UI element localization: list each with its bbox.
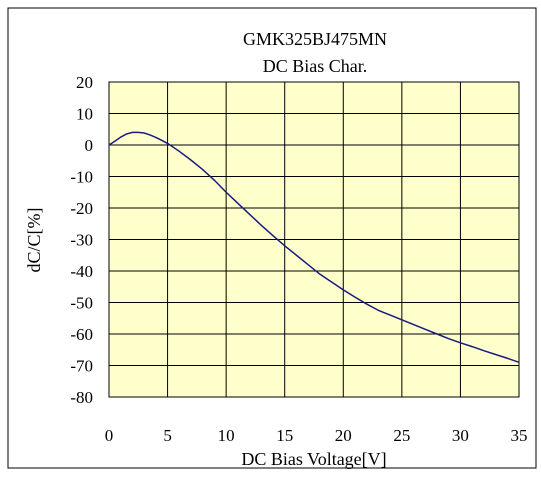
y-tick-label: -80 [70, 388, 93, 407]
y-tick-label: 20 [76, 73, 93, 92]
y-tick-label: 10 [76, 105, 93, 124]
x-tick-label: 20 [335, 426, 352, 445]
y-axis-ticks: 20 10 0 -10 -20 -30 -40 -50 -60 -70 -80 [70, 73, 93, 407]
y-tick-label: -10 [70, 168, 93, 187]
y-tick-label: -40 [70, 262, 93, 281]
x-tick-label: 15 [276, 426, 293, 445]
x-tick-label: 10 [218, 426, 235, 445]
x-tick-label: 35 [511, 426, 528, 445]
grid-lines [108, 81, 520, 398]
y-tick-label: -20 [70, 199, 93, 218]
x-tick-label: 0 [105, 426, 114, 445]
y-tick-label: -50 [70, 294, 93, 313]
x-tick-label: 30 [452, 426, 469, 445]
y-tick-label: -60 [70, 325, 93, 344]
x-tick-label: 25 [393, 426, 410, 445]
x-axis-ticks: 0 5 10 15 20 25 30 35 [105, 426, 528, 445]
y-axis-label: dC/C[%] [24, 208, 44, 273]
y-tick-label: -70 [70, 357, 93, 376]
series-line [108, 131, 520, 364]
y-tick-label: 0 [85, 136, 94, 155]
chart-subtitle: DC Bias Char. [263, 56, 368, 76]
chart-title: GMK325BJ475MN [243, 29, 387, 49]
x-tick-label: 5 [163, 426, 172, 445]
x-axis-label: DC Bias Voltage[V] [241, 449, 386, 469]
y-tick-label: -30 [70, 231, 93, 250]
